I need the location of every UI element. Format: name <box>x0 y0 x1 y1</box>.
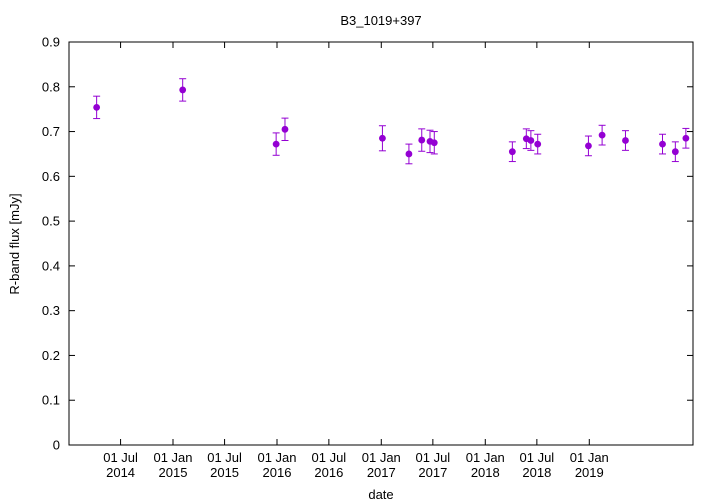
data-point <box>527 130 535 151</box>
data-point <box>272 132 280 156</box>
x-tick-label: 2017 <box>367 465 396 480</box>
x-tick-label: 01 Jul <box>416 450 451 465</box>
y-tick-label: 0.5 <box>42 214 60 229</box>
data-point <box>179 78 187 102</box>
point-marker <box>585 142 592 150</box>
plot-border <box>68 41 694 446</box>
y-tick-label: 0.1 <box>42 393 60 408</box>
y-tick-label: 0.7 <box>42 124 60 139</box>
x-tick-label: 01 Jan <box>362 450 401 465</box>
point-marker <box>93 103 101 111</box>
y-tick-label: 0.9 <box>42 35 60 50</box>
data-series <box>93 78 690 165</box>
x-tick-label: 01 Jan <box>466 450 505 465</box>
point-marker <box>671 148 679 156</box>
point-marker <box>534 140 542 148</box>
x-tick-label: 2018 <box>471 465 500 480</box>
y-tick-label: 0.8 <box>42 79 60 94</box>
x-tick-label: 2017 <box>418 465 447 480</box>
y-tick-label: 0.3 <box>42 303 60 318</box>
x-tick-label: 2016 <box>263 465 292 480</box>
data-point <box>508 141 516 163</box>
y-axis: 0 0.1 0.2 0.3 0.4 0.5 0.6 0.7 0.8 0.9 <box>42 35 693 453</box>
y-tick-label: 0 <box>53 438 60 453</box>
point-marker <box>622 137 629 144</box>
y-axis-label: R-band flux [mJy] <box>7 193 22 294</box>
x-tick-label: 2015 <box>210 465 239 480</box>
data-point <box>598 124 606 146</box>
point-marker <box>272 140 280 148</box>
x-tick-label: 2018 <box>522 465 551 480</box>
x-axis-label: date <box>368 487 393 502</box>
x-tick-label: 01 Jan <box>153 450 192 465</box>
data-point <box>405 143 413 165</box>
x-tick-label: 2016 <box>314 465 343 480</box>
point-marker <box>405 150 413 158</box>
data-point <box>659 133 667 155</box>
chart-title: B3_1019+397 <box>340 13 421 28</box>
x-tick-label: 01 Jul <box>520 450 555 465</box>
data-point <box>418 128 426 152</box>
x-tick-label: 2015 <box>159 465 188 480</box>
x-tick-label: 01 Jul <box>312 450 347 465</box>
x-tick-label: 2014 <box>106 465 135 480</box>
y-tick-label: 0.2 <box>42 348 60 363</box>
point-marker <box>659 140 666 148</box>
data-point <box>378 125 386 152</box>
data-point <box>93 95 101 120</box>
point-marker <box>598 131 606 139</box>
x-tick-label: 01 Jul <box>207 450 242 465</box>
x-tick-label: 01 Jan <box>257 450 296 465</box>
y-tick-label: 0.6 <box>42 169 60 184</box>
point-marker <box>179 86 187 94</box>
x-tick-label: 01 Jan <box>570 450 609 465</box>
point-marker <box>508 148 516 156</box>
plot-frame <box>68 41 694 446</box>
x-tick-label: 01 Jul <box>103 450 138 465</box>
point-marker <box>281 125 289 133</box>
data-point <box>534 133 542 155</box>
point-marker <box>430 139 438 147</box>
data-point <box>621 130 629 151</box>
data-point <box>281 117 289 142</box>
point-marker <box>527 137 535 144</box>
x-tick-label: 2019 <box>575 465 604 480</box>
data-point <box>682 127 690 149</box>
data-point <box>430 131 438 155</box>
y-tick-label: 0.4 <box>42 258 60 273</box>
point-marker <box>379 134 386 142</box>
data-point <box>671 141 679 163</box>
data-point <box>584 135 592 157</box>
point-marker <box>682 134 690 142</box>
point-marker <box>418 136 426 144</box>
